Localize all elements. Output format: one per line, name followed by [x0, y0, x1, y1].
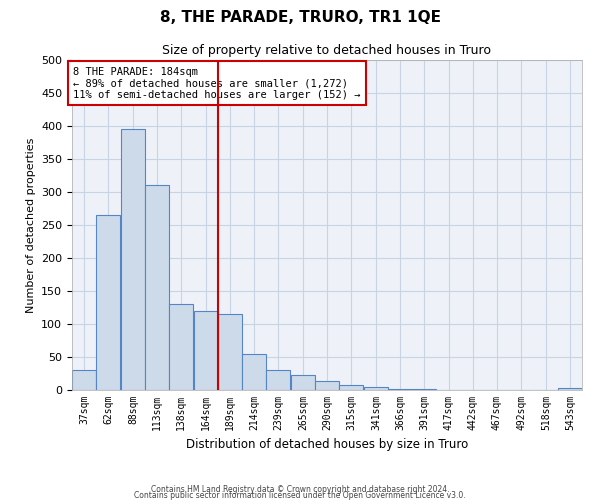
Y-axis label: Number of detached properties: Number of detached properties [26, 138, 35, 312]
Text: 8 THE PARADE: 184sqm
← 89% of detached houses are smaller (1,272)
11% of semi-de: 8 THE PARADE: 184sqm ← 89% of detached h… [73, 66, 361, 100]
Bar [169, 304, 193, 390]
Text: Contains public sector information licensed under the Open Government Licence v3: Contains public sector information licen… [134, 490, 466, 500]
Bar [218, 314, 242, 390]
Title: Size of property relative to detached houses in Truro: Size of property relative to detached ho… [163, 44, 491, 58]
Bar [242, 354, 266, 390]
Text: Contains HM Land Registry data © Crown copyright and database right 2024.: Contains HM Land Registry data © Crown c… [151, 484, 449, 494]
Bar [315, 382, 339, 390]
Bar [388, 388, 412, 390]
Bar [96, 215, 120, 390]
Bar [145, 186, 169, 390]
Bar [194, 311, 218, 390]
Bar [291, 376, 315, 390]
Bar [72, 370, 96, 390]
Bar [339, 384, 363, 390]
Bar [266, 370, 290, 390]
Bar [558, 388, 582, 390]
Text: 8, THE PARADE, TRURO, TR1 1QE: 8, THE PARADE, TRURO, TR1 1QE [160, 10, 440, 25]
Bar [364, 386, 388, 390]
X-axis label: Distribution of detached houses by size in Truro: Distribution of detached houses by size … [186, 438, 468, 452]
Bar [121, 130, 145, 390]
